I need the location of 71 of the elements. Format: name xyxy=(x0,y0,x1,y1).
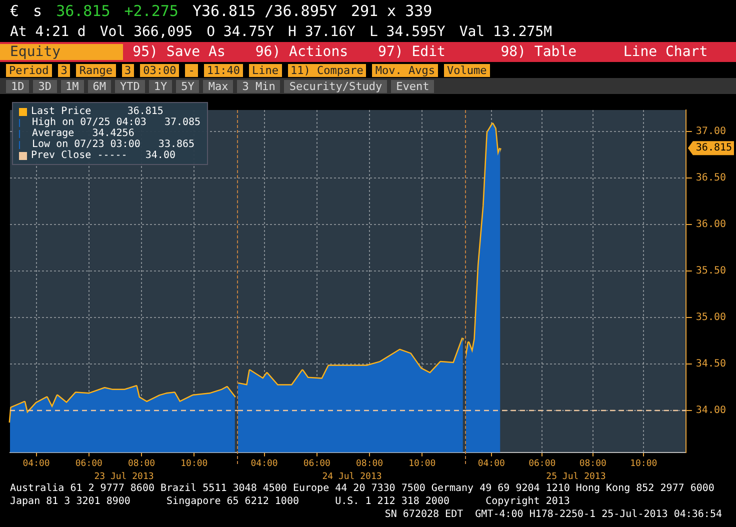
annotation: High on 07/25 04:03 37.085 xyxy=(32,117,201,128)
text: 6M xyxy=(88,80,111,92)
text: 3 Min xyxy=(237,80,280,92)
text: 36.815 xyxy=(56,2,110,20)
text: 3 xyxy=(122,64,134,76)
x-tick-label: 10:00 xyxy=(408,459,436,470)
x-axis-title: 23 Jul 2013 xyxy=(94,472,154,482)
x-tick-label: 06:00 xyxy=(75,459,102,470)
text: Security/Study xyxy=(284,80,388,92)
text: Mov. Avgs xyxy=(372,64,438,76)
text: 98) Table xyxy=(500,44,578,60)
annotation: Low on 07/23 03:00 33.865 xyxy=(32,139,195,150)
y-tick-label: 34.00 xyxy=(696,405,726,416)
text: 1D xyxy=(6,80,30,92)
x-tick-label: 08:00 xyxy=(579,459,606,470)
text: Line Chart xyxy=(622,44,709,60)
x-tick-label: 06:00 xyxy=(303,459,330,470)
y-tick-label: 35.50 xyxy=(696,266,726,277)
text: Range xyxy=(76,64,116,76)
x-tick-label: 08:00 xyxy=(356,459,384,470)
annotation: Average 34.4256 xyxy=(32,128,134,139)
text: O 34.75Y xyxy=(206,24,274,40)
y-tick-label: 34.50 xyxy=(696,358,726,370)
x-axis-title: 24 Jul 2013 xyxy=(322,472,382,482)
text: Max xyxy=(203,80,234,92)
legend-label: Prev Close ----- 34.00 xyxy=(31,150,176,161)
text: Volume xyxy=(444,64,490,76)
text: 95) Save As xyxy=(132,44,226,60)
text: € xyxy=(10,2,20,20)
text: Japan 81 3 3201 8900 Singapore 65 6212 1000 U.S. 1 212 318 2000 Copyright 2013 xyxy=(9,495,571,508)
text: +2.275 xyxy=(124,2,178,20)
y-tick-label: 36.00 xyxy=(696,219,726,230)
text: YTD xyxy=(115,80,145,92)
y-tick-label: 36.50 xyxy=(696,172,726,184)
text: Australia 61 2 9777 8600 Brazil 5511 3048 4500 Europe 44 20 7330 7500 Germany 49 69 9204 1210 Hong Kong 852 2977 6000 xyxy=(9,482,716,495)
text: Period xyxy=(6,64,52,76)
text: 36.815 xyxy=(696,142,732,154)
text: 11) Compare xyxy=(288,64,366,76)
x-tick-label: 10:00 xyxy=(630,459,658,470)
text: 96) Actions xyxy=(254,44,350,60)
text: 97) Edit xyxy=(377,44,446,60)
text: L 34.595Y xyxy=(369,24,446,40)
text: 5Y xyxy=(176,80,200,92)
text: Line xyxy=(249,64,282,76)
y-tick-label: 37.00 xyxy=(696,126,726,137)
text: Vol 366,095 xyxy=(100,24,193,40)
text: s xyxy=(33,2,42,20)
text: - xyxy=(185,64,198,76)
text: 3 xyxy=(58,64,70,76)
text: Y36.815 /36.895Y xyxy=(192,2,337,20)
text: Last Price 36.815 xyxy=(31,106,164,117)
text: 03:00 xyxy=(140,64,180,76)
text: 3D xyxy=(33,80,56,92)
y-tick-label: 35.00 xyxy=(696,312,726,324)
text: 1Y xyxy=(148,80,172,92)
x-tick-label: 04:00 xyxy=(22,459,50,470)
text: 11:40 xyxy=(204,64,243,76)
text: At 4:21 d xyxy=(10,24,86,40)
text: H 37.16Y xyxy=(288,24,356,40)
x-tick-label: 10:00 xyxy=(180,459,208,470)
x-tick-label: 08:00 xyxy=(128,459,156,470)
x-tick-label: 06:00 xyxy=(528,459,556,470)
text: 1M xyxy=(60,80,84,92)
text: Event xyxy=(391,80,434,92)
text: 291 x 339 xyxy=(350,2,432,20)
text: Val 13.275M xyxy=(459,24,552,40)
x-tick-label: 04:00 xyxy=(250,459,278,470)
text: Equity xyxy=(0,44,123,60)
x-axis-title: 25 Jul 2013 xyxy=(546,472,606,482)
x-tick-label: 04:00 xyxy=(478,459,505,470)
text: SN 672028 EDT GMT-4:00 H178-2250-1 25-Jul-2013 04:36:54 xyxy=(384,508,723,521)
